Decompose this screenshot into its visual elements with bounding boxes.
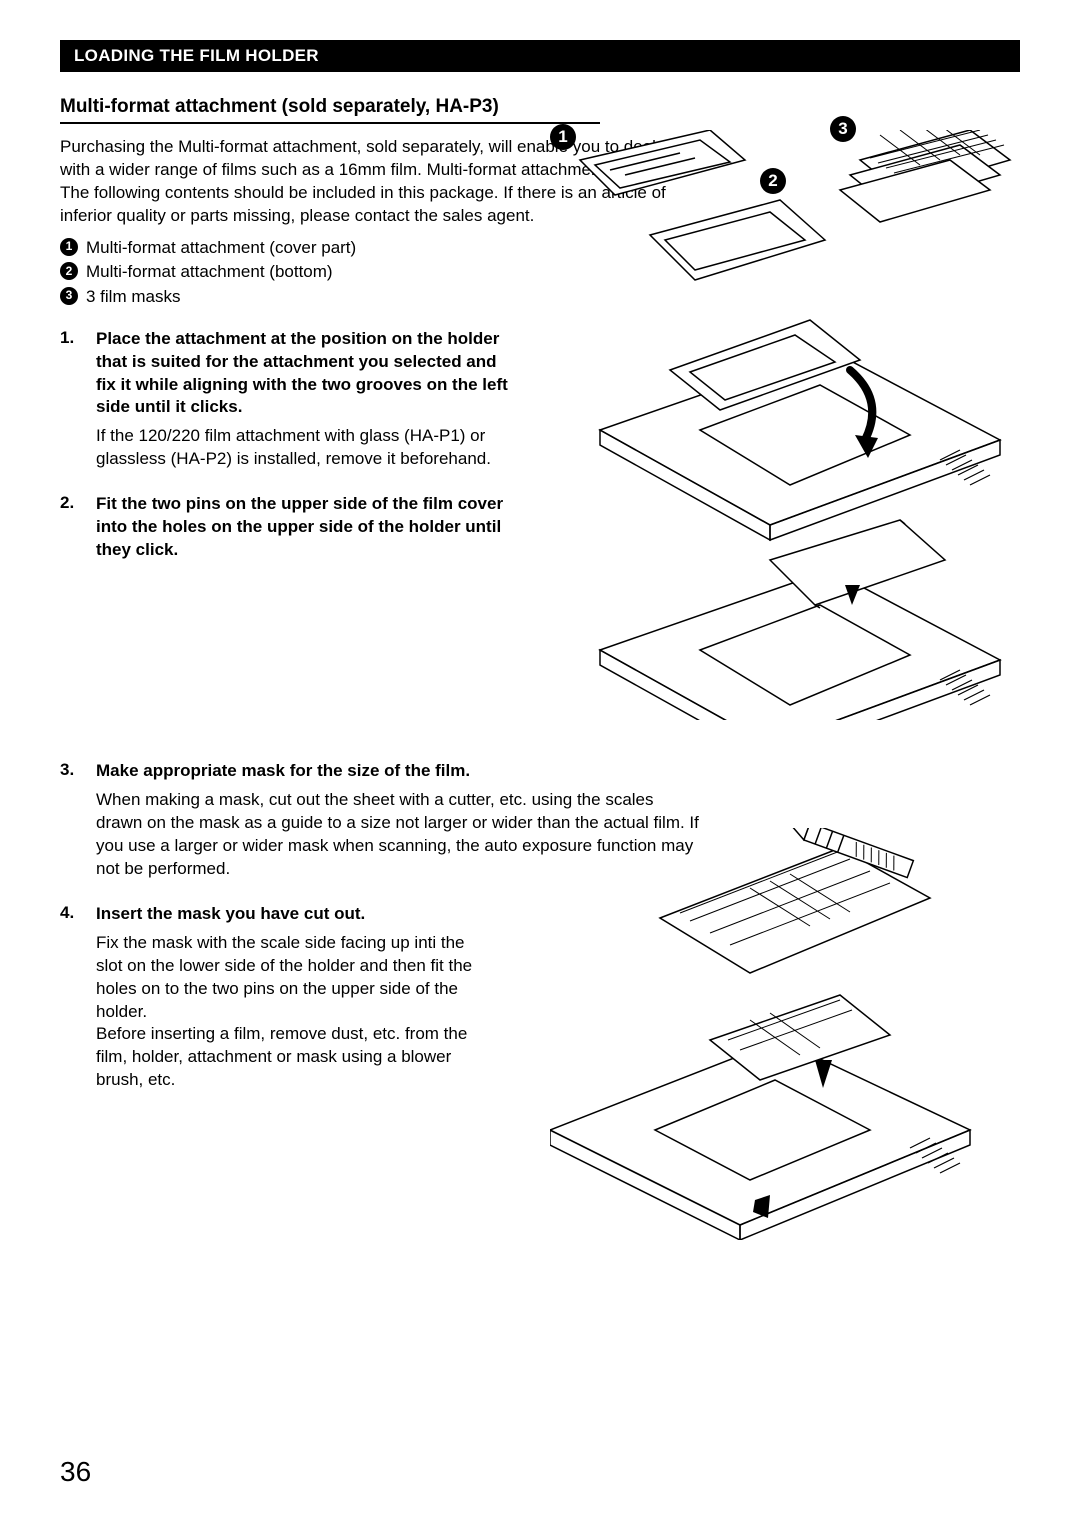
step-number: 1. bbox=[60, 328, 96, 472]
step-title: Fit the two pins on the upper side of th… bbox=[96, 493, 520, 562]
bullet-label: 3 film masks bbox=[86, 285, 180, 310]
bullet-number-icon: 1 bbox=[60, 238, 78, 256]
callout-2-icon: 2 bbox=[760, 168, 786, 194]
bullet-number-icon: 3 bbox=[60, 287, 78, 305]
callout-1-icon: 1 bbox=[550, 124, 576, 150]
step-body: Place the attachment at the position on … bbox=[96, 328, 520, 472]
step-3: 3. Make appropriate mask for the size of… bbox=[60, 760, 700, 881]
callout-3-icon: 3 bbox=[830, 116, 856, 142]
bullet-label: Multi-format attachment (cover part) bbox=[86, 236, 356, 261]
step-title: Insert the mask you have cut out. bbox=[96, 903, 480, 926]
page-header: LOADING THE FILM HOLDER bbox=[60, 40, 1020, 72]
step-number: 3. bbox=[60, 760, 96, 881]
figure-insert-mask bbox=[550, 980, 990, 1240]
bullet-label: Multi-format attachment (bottom) bbox=[86, 260, 333, 285]
header-title: LOADING THE FILM HOLDER bbox=[74, 46, 319, 65]
step-body: Insert the mask you have cut out. Fix th… bbox=[96, 903, 480, 1093]
step-number: 4. bbox=[60, 903, 96, 1093]
step-number: 2. bbox=[60, 493, 96, 568]
step-2: 2. Fit the two pins on the upper side of… bbox=[60, 493, 520, 568]
step-body: Make appropriate mask for the size of th… bbox=[96, 760, 700, 881]
bullet-number-icon: 2 bbox=[60, 262, 78, 280]
figure-top: 1 2 3 bbox=[560, 130, 1020, 720]
page-number: 36 bbox=[60, 1456, 91, 1488]
step-note: When making a mask, cut out the sheet wi… bbox=[96, 789, 700, 881]
step-title: Make appropriate mask for the size of th… bbox=[96, 760, 700, 783]
step-note: If the 120/220 film attachment with glas… bbox=[96, 425, 520, 471]
assembly-diagram-icon bbox=[560, 130, 1020, 720]
step-body: Fit the two pins on the upper side of th… bbox=[96, 493, 520, 568]
step-4: 4. Insert the mask you have cut out. Fix… bbox=[60, 903, 480, 1093]
figure-mask-cutting bbox=[650, 828, 960, 978]
step-note: Fix the mask with the scale side facing … bbox=[96, 932, 480, 1093]
mask-cutting-icon bbox=[650, 828, 960, 978]
insert-mask-icon bbox=[550, 980, 990, 1240]
step-title: Place the attachment at the position on … bbox=[96, 328, 520, 420]
section-title: Multi-format attachment (sold separately… bbox=[60, 96, 600, 124]
step-1: 1. Place the attachment at the position … bbox=[60, 328, 520, 472]
